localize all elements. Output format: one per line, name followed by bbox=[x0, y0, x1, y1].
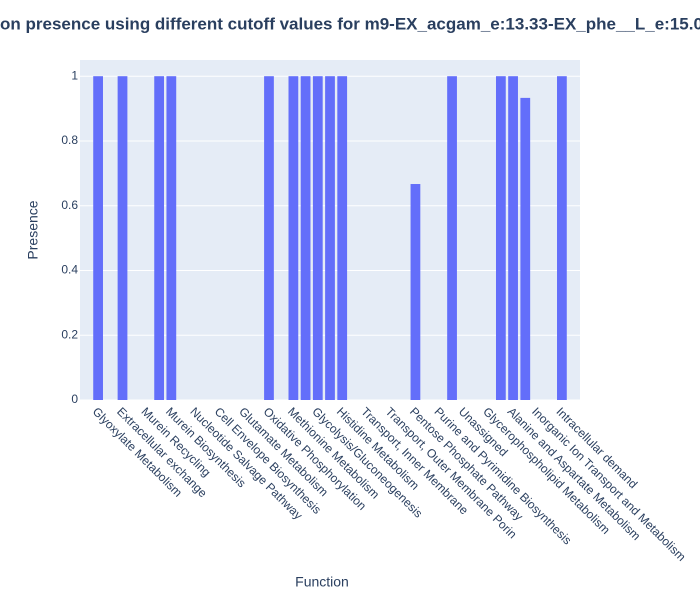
bar bbox=[300, 76, 311, 400]
chart-title: on presence using different cutoff value… bbox=[0, 14, 700, 33]
bar bbox=[93, 76, 103, 400]
bar bbox=[288, 76, 299, 400]
bar bbox=[337, 76, 348, 400]
bar bbox=[557, 76, 567, 400]
bar bbox=[495, 76, 506, 400]
y-axis-label: Presence bbox=[25, 200, 41, 259]
bar bbox=[166, 76, 177, 400]
bar bbox=[410, 184, 421, 400]
bar bbox=[264, 76, 274, 400]
y-tick-label: 0.8 bbox=[61, 133, 78, 147]
y-tick-label: 0.2 bbox=[61, 327, 78, 341]
bar bbox=[447, 76, 457, 400]
y-tick-label: 1 bbox=[71, 68, 78, 82]
y-tick-label: 0.6 bbox=[61, 198, 78, 212]
bar bbox=[520, 97, 531, 400]
y-tick-label: 0 bbox=[71, 392, 78, 406]
x-axis-label: Function bbox=[295, 574, 349, 590]
bar bbox=[312, 76, 323, 400]
bar bbox=[325, 76, 335, 400]
bar bbox=[117, 76, 128, 400]
bar bbox=[154, 76, 165, 400]
y-tick-label: 0.4 bbox=[61, 263, 78, 277]
bar bbox=[508, 76, 518, 400]
